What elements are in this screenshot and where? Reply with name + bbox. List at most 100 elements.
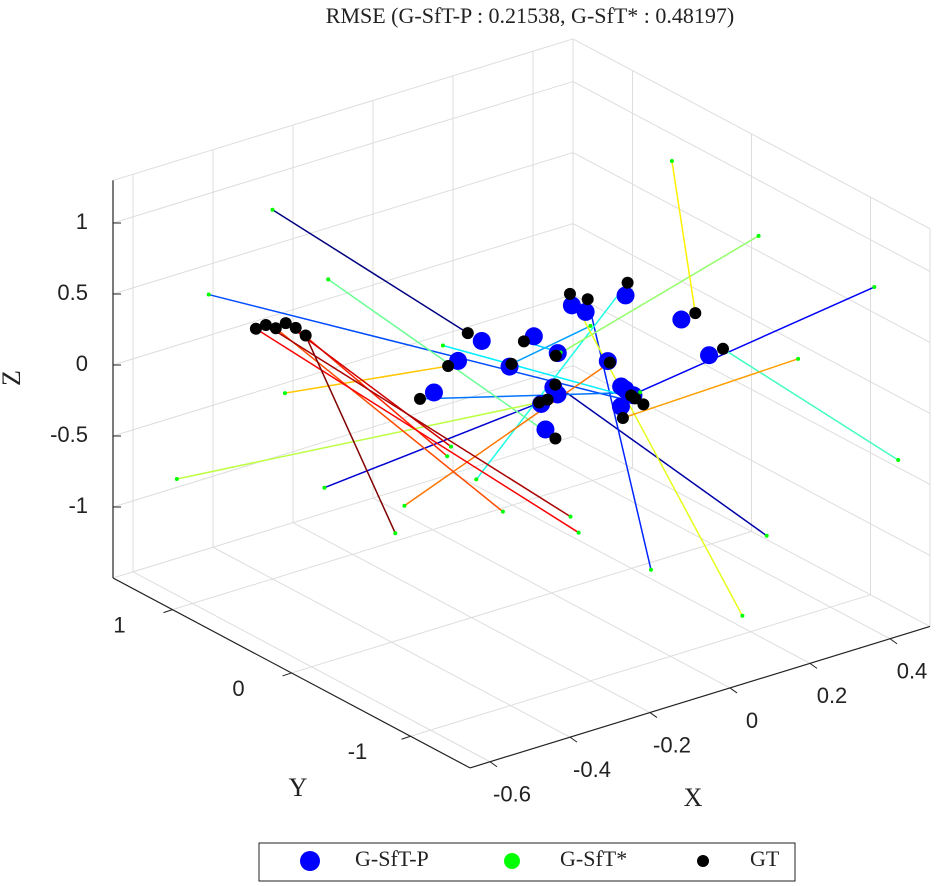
point [576,302,595,321]
z-tick-label: 1 [76,209,88,234]
legend-box [258,842,796,882]
x-tick [889,638,898,645]
point [282,391,287,396]
point [289,321,302,334]
error-line [511,325,591,365]
point [756,233,761,238]
point [449,444,453,449]
point [689,307,702,320]
error-line [722,348,899,461]
point [621,276,634,289]
point [402,503,407,508]
point [562,296,581,315]
point [700,346,719,365]
point [872,285,877,290]
error-line [403,361,611,507]
point [896,458,901,463]
grid-line [112,365,574,508]
point [206,292,211,297]
point [603,356,616,369]
error-line [255,328,580,534]
point [505,357,518,370]
legend-marker [504,853,520,869]
x-tick-label: -0.2 [653,732,691,757]
point [322,485,327,490]
grid-line [572,81,931,272]
grid-line [572,294,931,485]
point [616,286,635,305]
point [649,567,653,572]
error-line [285,322,452,448]
point [581,293,594,306]
point [611,397,630,416]
legend-label: G-SfT* [560,846,627,871]
point [299,329,312,342]
grid-line [112,223,574,366]
error-line [272,209,469,334]
error-line [569,293,744,617]
point [326,277,331,282]
error-line [555,235,759,357]
legend-label: G-SfT-P [355,846,429,871]
grid-line [172,467,633,611]
legend-marker [300,851,320,871]
grid-line [410,594,871,737]
chart-title: RMSE (G-SfT-P : 0.21538, G-SfT* : 0.4819… [326,3,734,28]
y-tick [401,735,411,740]
box-edge [112,38,574,181]
point [629,392,642,405]
legend-marker [697,855,709,867]
point [174,476,179,481]
point [393,531,398,536]
error-line [208,293,644,406]
error-line [671,160,697,314]
y-tick-label: 0 [232,676,244,701]
error-line [622,358,799,419]
grid-line [572,152,931,343]
point [442,360,455,373]
point [764,533,769,538]
grid-line [291,531,752,674]
y-tick-label: -1 [348,739,368,764]
error-line [586,299,652,570]
point [740,613,745,618]
error-line [304,335,396,534]
y-tick [282,672,292,677]
z-axis-label: Z [0,370,26,386]
x-tick [729,687,738,694]
point [474,477,479,482]
point [461,327,474,340]
y-axis-label: Y [289,773,308,802]
point [563,287,576,300]
point [796,356,801,361]
point [270,207,275,212]
grid-line [112,152,574,295]
point [638,390,643,395]
error-line [176,401,540,480]
point [588,323,593,328]
point [440,343,445,348]
x-tick [809,662,818,669]
point [717,342,729,355]
grid-line [572,223,931,414]
point [517,335,530,348]
point [549,378,562,391]
point [269,322,282,335]
error-line [419,391,641,400]
point [568,514,573,519]
error-line [284,365,449,394]
z-tick-label: -1 [68,493,88,518]
z-tick-label: 0 [76,351,88,376]
y-tick [163,609,173,614]
point [669,159,674,164]
point [536,420,555,439]
point [445,454,450,459]
error-line [442,344,636,400]
x-tick [569,736,578,743]
box-edge [112,436,574,579]
z-tick-label: -0.5 [50,422,88,447]
error-line [324,398,548,489]
grid-line [112,81,574,224]
point [533,396,546,409]
x-tick [489,761,498,768]
